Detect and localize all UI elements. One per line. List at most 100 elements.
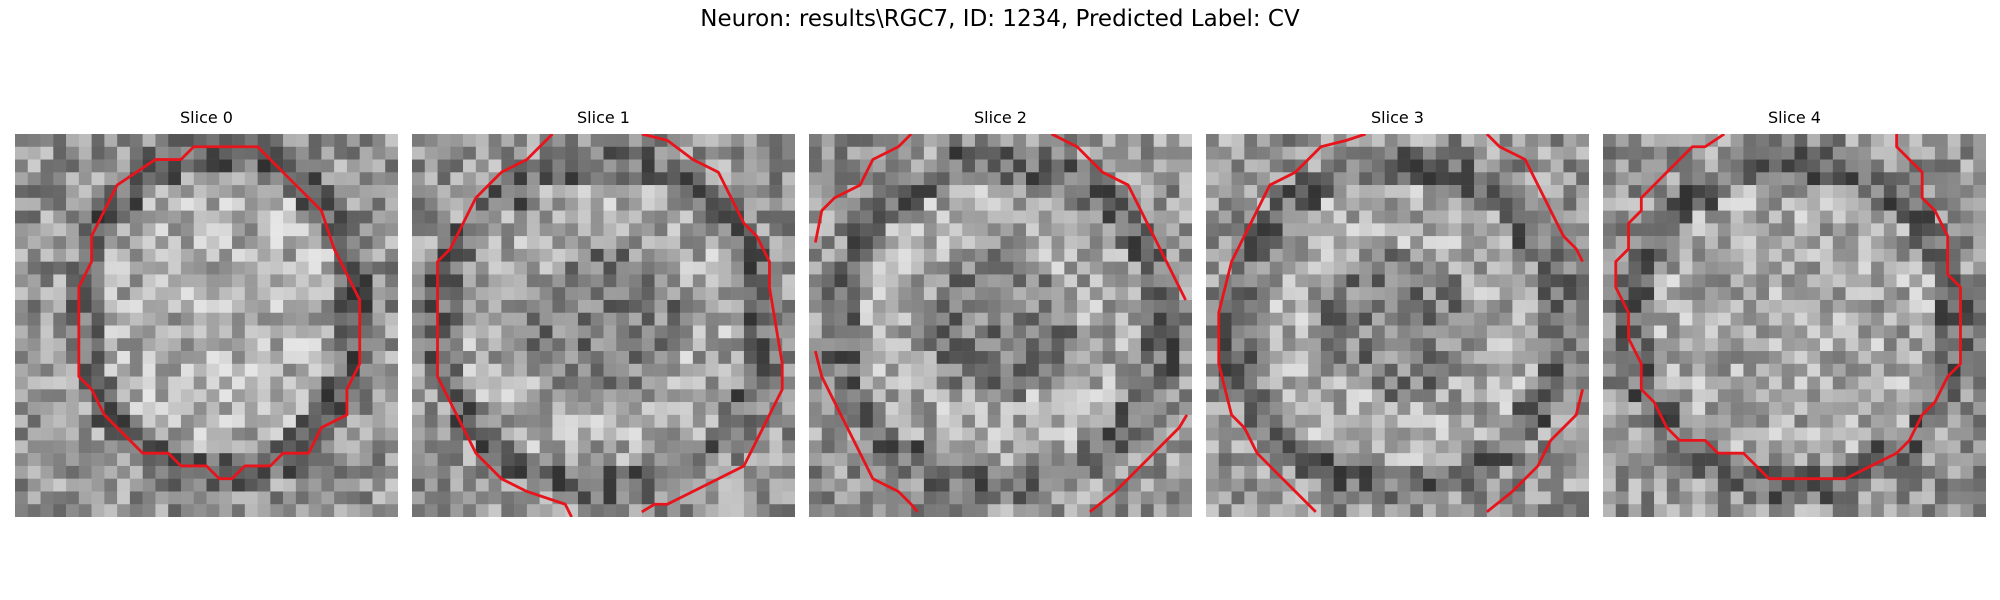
slice-pixel	[1410, 427, 1424, 441]
slice-pixel	[1102, 299, 1116, 313]
slice-pixel	[1858, 491, 1872, 505]
slice-pixel	[565, 236, 579, 250]
slice-pixel	[424, 312, 438, 326]
slice-pixel	[1768, 159, 1782, 173]
slice-pixel	[1320, 325, 1334, 339]
slice-pixel	[142, 376, 156, 390]
slice-pixel	[898, 312, 912, 326]
slice-pixel	[680, 504, 694, 517]
slice-pixel	[1486, 146, 1500, 160]
slice-pixel	[577, 351, 591, 365]
slice-pixel	[1140, 197, 1154, 211]
slice-pixel	[1628, 325, 1642, 339]
slice-pixel	[232, 197, 246, 211]
slice-pixel	[565, 351, 579, 365]
slice-pixel	[1550, 504, 1564, 517]
slice-pixel	[450, 363, 464, 377]
slice-pixel	[283, 504, 297, 517]
slice-pixel	[283, 134, 297, 148]
slice-pixel	[40, 402, 54, 416]
slice-pixel	[923, 172, 937, 186]
slice-pixel	[1717, 414, 1731, 428]
slice-pixel	[1615, 338, 1629, 352]
slice-pixel	[821, 274, 835, 288]
slice-pixel	[1089, 287, 1103, 301]
slice-pixel	[629, 351, 643, 365]
slice-pixel	[731, 261, 745, 275]
slice-pixel	[1448, 440, 1462, 454]
slice-pixel	[1934, 210, 1948, 224]
slice-pixel	[731, 299, 745, 313]
slice-pixel	[1320, 402, 1334, 416]
slice-pixel	[232, 159, 246, 173]
slice-pixel	[949, 338, 963, 352]
slice-pixel	[1410, 363, 1424, 377]
slice-pixel	[321, 248, 335, 262]
slice-pixel	[1934, 478, 1948, 492]
slice-pixel	[53, 223, 67, 237]
slice-pixel	[257, 440, 271, 454]
slice-pixel	[1768, 351, 1782, 365]
slice-pixel	[142, 274, 156, 288]
slice-pixel	[257, 504, 271, 517]
slice-pixel	[232, 299, 246, 313]
slice-pixel	[809, 261, 823, 275]
slice-pixel	[1756, 312, 1770, 326]
slice-pixel	[1038, 491, 1052, 505]
slice-pixel	[232, 287, 246, 301]
slice-pixel	[1743, 223, 1757, 237]
slice-pixel	[168, 402, 182, 416]
slice-pixel	[91, 236, 105, 250]
slice-pixel	[782, 261, 795, 275]
slice-pixel	[1858, 236, 1872, 250]
slice-pixel	[1179, 338, 1192, 352]
slice-pixel	[936, 414, 950, 428]
slice-pixel	[1525, 299, 1539, 313]
slice-pixel	[590, 274, 604, 288]
slice-pixel	[1960, 478, 1974, 492]
slice-pixel	[1102, 236, 1116, 250]
slice-pixel	[372, 440, 386, 454]
slice-pixel	[974, 389, 988, 403]
slice-pixel	[1832, 440, 1846, 454]
slice-pixel	[180, 453, 194, 467]
slice-pixel	[501, 453, 515, 467]
slice-pixel	[372, 236, 386, 250]
slice-pixel	[1896, 376, 1910, 390]
slice-title: Slice 3	[1371, 108, 1424, 127]
slice-pixel	[1615, 478, 1629, 492]
slice-pixel	[1692, 197, 1706, 211]
slice-pixel	[1717, 338, 1731, 352]
slice-pixel	[847, 134, 861, 148]
slice-pixel	[1768, 453, 1782, 467]
slice-pixel	[1883, 172, 1897, 186]
slice-pixel	[782, 159, 795, 173]
slice-pixel	[1666, 274, 1680, 288]
slice-pixel	[809, 440, 823, 454]
slice-pixel	[654, 453, 668, 467]
slice-pixel	[962, 491, 976, 505]
slice-pixel	[1576, 325, 1589, 339]
slice-pixel	[1359, 465, 1373, 479]
slice-pixel	[1563, 210, 1577, 224]
slice-pixel	[1858, 402, 1872, 416]
slice-pixel	[1051, 134, 1065, 148]
slice-pixel	[117, 274, 131, 288]
slice-pixel	[590, 402, 604, 416]
slice-pixel	[1603, 402, 1617, 416]
slice-pixel	[334, 363, 348, 377]
slice-pixel	[885, 440, 899, 454]
slice-pixel	[911, 159, 925, 173]
slice-pixel	[1320, 453, 1334, 467]
slice-pixel	[1550, 478, 1564, 492]
slice-pixel	[1166, 248, 1180, 262]
slice-pixel	[15, 261, 29, 275]
slice-pixel	[1166, 414, 1180, 428]
slice-pixel	[1922, 236, 1936, 250]
slice-pixel	[590, 427, 604, 441]
slice-pixel	[334, 453, 348, 467]
slice-pixel	[1628, 414, 1642, 428]
slice-pixel	[667, 453, 681, 467]
slice-pixel	[1128, 351, 1142, 365]
slice-pixel	[692, 427, 706, 441]
